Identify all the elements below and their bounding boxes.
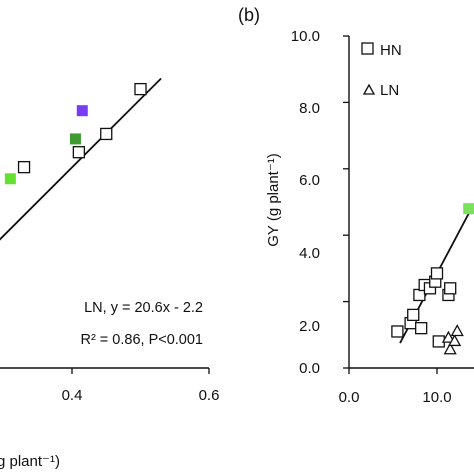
panel-b-point-square-open [430,267,444,280]
panel-b-ticks [343,35,438,374]
panel-b: (b) 0.0 2.0 4.0 6.0 8.0 10.0 0.0 10.0 GY… [238,5,474,406]
legend-label-ln: LN [380,82,399,99]
panel-a: LN, y = 20.6x - 2.2 R² = 0.86, P<0.001 0… [0,77,220,470]
panel-b-point-triangle-open [450,324,464,337]
panel-b-point-triangle-open [443,342,457,355]
panel-b-y-axis-title: GY (g plant⁻¹) [265,153,282,247]
panel-b-y-tick-label: 2.0 [299,318,320,335]
panel-b-x-tick-label: 0.0 [339,389,360,406]
panel-b-point-triangle-open [448,334,462,347]
panel-a-fit-line [0,77,162,241]
panel-b-y-tick-label: 10.0 [291,28,320,45]
panel-a-x-axis-title: g plant⁻¹) [0,453,60,470]
panel-a-point-square-filled [4,173,16,185]
panel-a-point-square-filled [69,133,81,145]
panel-a-point-square-open [72,146,85,159]
panel-a-point-square-filled [76,105,88,117]
panel-b-label: (b) [238,5,260,25]
panel-b-point-triangle-open [441,330,456,343]
panel-b-marks [391,203,474,355]
legend-square-marker [361,42,374,55]
panel-a-annotation-line2: R² = 0.86, P<0.001 [80,332,203,348]
panel-b-point-square-open [444,282,457,295]
panel-a-point-square-open [17,160,31,174]
panel-b-y-tick-label: 4.0 [299,245,320,262]
panel-a-marks [0,77,210,374]
panel-b-point-square-filled [463,203,474,215]
panel-b-x-tick-label: 10.0 [422,389,451,406]
panel-b-point-square-open [415,322,428,335]
panel-b-point-square-open [391,325,404,338]
panel-b-y-tick-label: 6.0 [299,172,320,189]
panel-a-annotation-line1: LN, y = 20.6x - 2.2 [84,300,203,316]
panel-b-y-tick-label: 8.0 [299,100,320,117]
panel-a-point-square-open [134,82,147,96]
panel-a-point-square-open [100,127,113,141]
legend-triangle-marker [362,83,376,95]
panel-a-x-tick-label: 0.6 [199,387,220,404]
panel-b-legend: HN LN [361,42,402,99]
panel-b-y-tick-label: 0.0 [299,360,320,377]
panel-a-x-tick-label: 0.4 [62,387,83,404]
panel-b-point-square-open [407,308,420,322]
legend-label-hn: HN [380,42,402,59]
